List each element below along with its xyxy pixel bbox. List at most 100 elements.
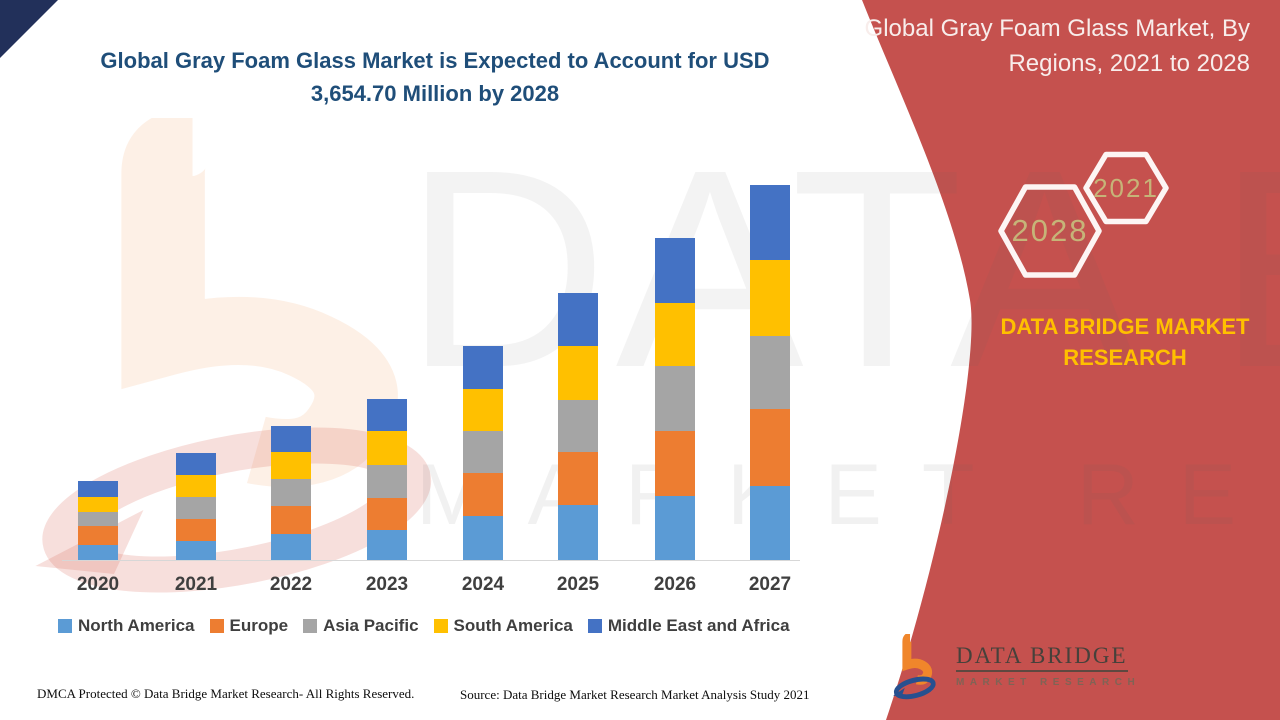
bar-2025 [558,293,598,560]
hexagon-2021-label: 2021 [1093,172,1159,203]
logo-subtext: MARKET RESEARCH [956,677,1141,688]
bar-segment [558,399,598,453]
bar-segment [271,452,311,480]
bar-2020 [78,480,118,560]
legend-swatch [587,619,602,633]
bar-segment [750,260,790,336]
bar-segment [750,409,790,487]
watermark-text-line1: DATA BRIDGE [404,128,1280,410]
bar-segment [655,430,695,496]
bar-segment [463,516,503,560]
page-title-line1: Global Gray Foam Glass Market is Expecte… [100,48,770,73]
data-bridge-logo-mark [893,634,936,700]
bar-segment [176,453,216,475]
x-axis-label: 2024 [461,574,505,595]
legend-label: Asia Pacific [323,616,419,635]
legend-item: Europe [209,616,289,636]
x-axis-label: 2027 [748,574,792,595]
bar-segment [655,496,695,560]
logo-wordmark: DATA BRIDGE [956,644,1128,672]
legend-item: South America [433,616,573,636]
bar-2024 [463,345,503,560]
legend-label: Middle East and Africa [607,616,790,635]
bar-segment [750,486,790,560]
bar-segment [176,474,216,498]
bar-segment [78,525,118,545]
x-axis-line [62,560,800,561]
bar-segment [463,430,503,473]
legend-swatch [303,619,318,633]
dmca-notice: DMCA Protected © Data Bridge Market Rese… [37,686,415,701]
bar-segment [367,431,407,465]
bar-2023 [367,398,407,560]
bar-segment [558,293,598,346]
x-axis-label: 2022 [269,574,313,595]
brand-name-line2: RESEARCH [1063,345,1187,370]
hexagon-2021-outline [1083,151,1169,225]
hexagon-2028-outline [998,184,1102,278]
hexagon-2028: 2028 [998,183,1102,279]
page-title-line2: 3,654.70 Million by 2028 [310,81,560,106]
sidebar-heading: Global Gray Foam Glass Market, By Region… [848,11,1250,81]
hexagon-2021: 2021 [1083,151,1169,225]
data-bridge-logo: DATA BRIDGE MARKET RESEARCH [890,634,1140,700]
page-title: Global Gray Foam Glass Market is Expecte… [70,44,800,110]
source-note: Source: Data Bridge Market Research Mark… [460,687,810,702]
sidebar-heading-line1: Global Gray Foam Glass Market, By [864,15,1250,42]
legend-item: Asia Pacific [303,616,419,636]
bar-segment [558,345,598,400]
x-axis-label: 2023 [365,574,409,595]
bar-2021 [176,453,216,560]
bar-segment [750,335,790,410]
bar-segment [271,506,311,534]
bar-segment [176,518,216,542]
bar-segment [78,511,118,526]
bar-segment [367,398,407,432]
bar-segment [176,541,216,560]
bar-segment [271,479,311,507]
brand-name: DATA BRIDGE MARKET RESEARCH [985,311,1265,373]
legend-item: Middle East and Africa [587,616,790,636]
bar-segment [78,480,118,497]
x-axis-label: 2021 [174,574,218,595]
bar-segment [367,464,407,498]
bar-2027 [750,185,790,560]
bar-segment [463,472,503,516]
x-axis-label: 2020 [76,574,120,595]
sidebar-heading-line2: Regions, 2021 to 2028 [1008,50,1250,77]
bar-segment [655,366,695,431]
bar-segment [463,389,503,431]
legend-item: North America [58,616,195,636]
legend-label: North America [78,616,195,635]
brand-name-line1: DATA BRIDGE MARKET [1000,314,1250,339]
bar-2022 [271,426,311,560]
x-axis-label: 2026 [653,574,697,595]
legend-label: South America [453,616,573,635]
bar-segment [558,452,598,506]
hexagon-2028-label: 2028 [1011,213,1089,248]
legend-swatch [209,619,224,633]
bar-segment [271,426,311,453]
bar-segment [558,505,598,560]
bar-segment [367,530,407,560]
bar-segment [78,496,118,512]
legend-swatch [433,619,448,633]
legend-label: Europe [229,616,289,635]
x-axis-label: 2025 [556,574,600,595]
bar-segment [78,544,118,560]
data-bridge-logo-text: DATA BRIDGE MARKET RESEARCH [956,644,1140,688]
bar-segment [750,185,790,261]
bar-segment [655,238,695,303]
bar-segment [463,345,503,390]
bar-2026 [655,238,695,560]
corner-accent-triangle [0,0,58,58]
bar-segment [176,497,216,519]
bar-segment [271,533,311,560]
chart-legend: North America Europe Asia Pacific South Ame… [58,616,828,636]
legend-swatch [58,619,72,633]
bar-segment [367,497,407,531]
